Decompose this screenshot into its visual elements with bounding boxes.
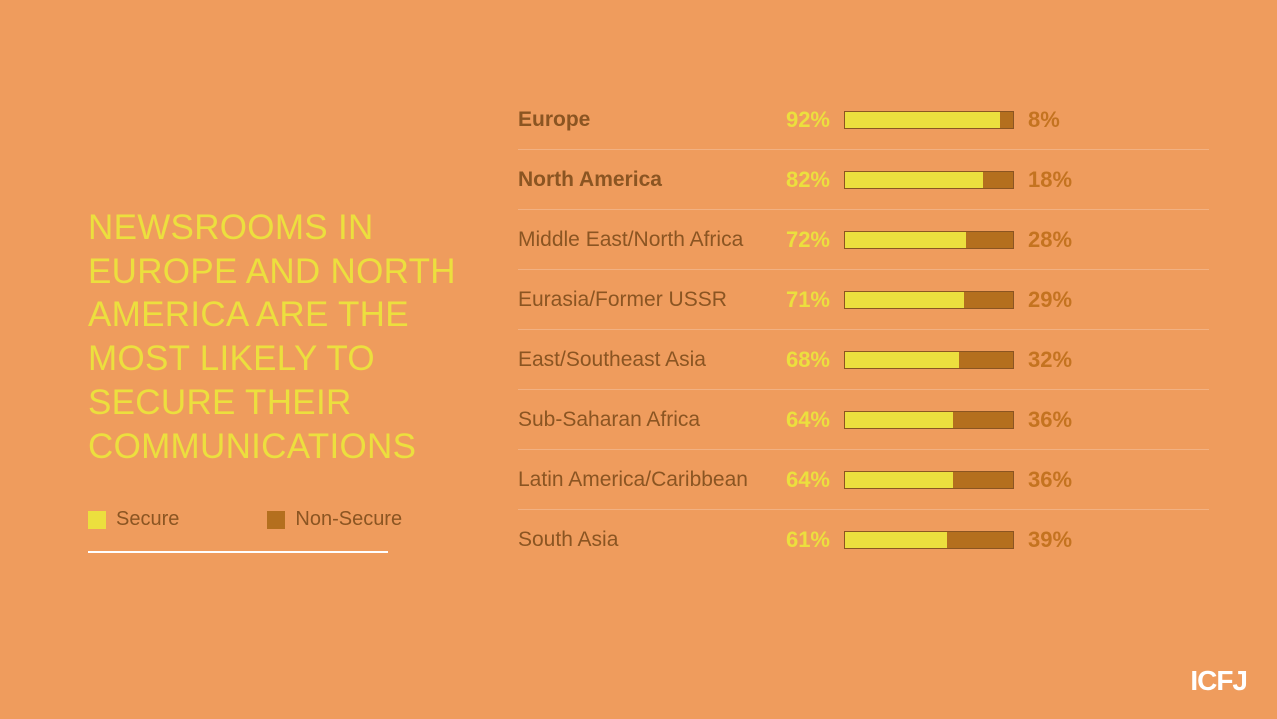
legend-nonsecure-swatch: [267, 511, 285, 529]
legend-secure: Secure: [88, 508, 179, 531]
secure-value: 61%: [778, 527, 836, 553]
bar-secure-segment: [845, 352, 959, 368]
bar-nonsecure-segment: [966, 232, 1013, 248]
bar: [844, 351, 1014, 369]
bar: [844, 471, 1014, 489]
chart-row: Middle East/North Africa72% 28%: [518, 210, 1209, 270]
bar-nonsecure-segment: [947, 532, 1013, 548]
nonsecure-value: 32%: [1022, 347, 1084, 373]
bar-nonsecure-segment: [959, 352, 1013, 368]
bar-secure-segment: [845, 292, 964, 308]
chart-row: Latin America/Caribbean64% 36%: [518, 450, 1209, 510]
bar-secure-segment: [845, 232, 966, 248]
region-label: Eurasia/Former USSR: [518, 288, 778, 312]
bar: [844, 411, 1014, 429]
bar: [844, 231, 1014, 249]
bar: [844, 531, 1014, 549]
bar-secure-segment: [845, 472, 953, 488]
secure-value: 68%: [778, 347, 836, 373]
legend: Secure Non-Secure: [88, 508, 518, 531]
bar-secure-segment: [845, 172, 983, 188]
chart-row: South Asia61% 39%: [518, 510, 1209, 570]
legend-nonsecure-label: Non-Secure: [295, 508, 402, 531]
region-label: East/Southeast Asia: [518, 348, 778, 372]
secure-value: 72%: [778, 227, 836, 253]
nonsecure-value: 29%: [1022, 287, 1084, 313]
region-label: Europe: [518, 108, 778, 132]
chart-row: Eurasia/Former USSR71% 29%: [518, 270, 1209, 330]
chart-row: North America82% 18%: [518, 150, 1209, 210]
legend-nonsecure: Non-Secure: [267, 508, 402, 531]
bar: [844, 291, 1014, 309]
nonsecure-value: 36%: [1022, 407, 1084, 433]
region-label: Latin America/Caribbean: [518, 468, 778, 492]
bar: [844, 111, 1014, 129]
nonsecure-value: 18%: [1022, 167, 1084, 193]
chart-row: Europe92% 8%: [518, 90, 1209, 150]
secure-value: 82%: [778, 167, 836, 193]
bar-secure-segment: [845, 412, 953, 428]
bar-secure-segment: [845, 532, 947, 548]
icfj-logo: ICFJ: [1190, 665, 1247, 697]
legend-secure-label: Secure: [116, 508, 179, 531]
bar: [844, 171, 1014, 189]
legend-divider: [88, 551, 388, 553]
chart-panel: Europe92% 8% North America82% 18% Middle Eas…: [518, 60, 1209, 659]
bar-nonsecure-segment: [964, 292, 1013, 308]
secure-value: 64%: [778, 467, 836, 493]
headline: NEWSROOMS IN EUROPE AND NORTH AMERICA AR…: [88, 206, 518, 469]
bar-nonsecure-segment: [953, 412, 1013, 428]
nonsecure-value: 8%: [1022, 107, 1084, 133]
bar-nonsecure-segment: [1000, 112, 1013, 128]
nonsecure-value: 36%: [1022, 467, 1084, 493]
bar-nonsecure-segment: [953, 472, 1013, 488]
bar-nonsecure-segment: [983, 172, 1013, 188]
secure-value: 92%: [778, 107, 836, 133]
nonsecure-value: 28%: [1022, 227, 1084, 253]
region-label: Sub-Saharan Africa: [518, 408, 778, 432]
bar-secure-segment: [845, 112, 1000, 128]
infographic-container: NEWSROOMS IN EUROPE AND NORTH AMERICA AR…: [0, 0, 1277, 719]
left-panel: NEWSROOMS IN EUROPE AND NORTH AMERICA AR…: [88, 60, 518, 659]
region-label: Middle East/North Africa: [518, 228, 778, 252]
secure-value: 71%: [778, 287, 836, 313]
legend-secure-swatch: [88, 511, 106, 529]
nonsecure-value: 39%: [1022, 527, 1084, 553]
region-label: South Asia: [518, 528, 778, 552]
secure-value: 64%: [778, 407, 836, 433]
chart-row: East/Southeast Asia68% 32%: [518, 330, 1209, 390]
chart-row: Sub-Saharan Africa64% 36%: [518, 390, 1209, 450]
region-label: North America: [518, 168, 778, 192]
